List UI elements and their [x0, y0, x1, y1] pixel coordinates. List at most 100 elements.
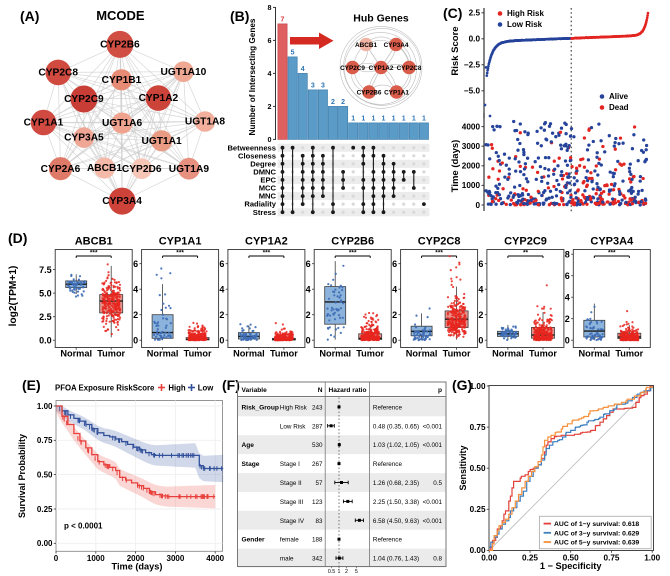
svg-text:Number of Intersecting Genes: Number of Intersecting Genes — [248, 18, 257, 135]
svg-text:0.50: 0.50 — [563, 554, 579, 563]
svg-text:0: 0 — [133, 335, 138, 345]
svg-text:−2.5: −2.5 — [464, 61, 481, 70]
svg-text:8: 8 — [565, 249, 570, 259]
svg-text:AUC of 3−y survival: 0.629: AUC of 3−y survival: 0.629 — [554, 530, 639, 537]
svg-text:CYP2C9: CYP2C9 — [64, 94, 104, 105]
svg-text:1: 1 — [422, 115, 426, 122]
svg-text:UGT1A8: UGT1A8 — [185, 117, 226, 128]
svg-text:83: 83 — [315, 518, 323, 525]
svg-text:57: 57 — [315, 480, 323, 487]
svg-text:UGT1A10: UGT1A10 — [160, 67, 206, 78]
svg-text:CYP1A2: CYP1A2 — [139, 93, 179, 104]
svg-text:***: *** — [176, 250, 184, 257]
svg-text:Low: Low — [198, 384, 215, 393]
svg-text:Tumor: Tumor — [529, 349, 557, 359]
svg-text:6: 6 — [306, 259, 311, 269]
svg-text:Closeness: Closeness — [238, 151, 276, 160]
svg-text:2: 2 — [268, 102, 272, 111]
svg-text:1: 1 — [402, 115, 406, 122]
svg-text:Normal: Normal — [578, 349, 610, 359]
svg-text:Reference: Reference — [373, 537, 403, 544]
svg-text:Tumor: Tumor — [356, 349, 384, 359]
svg-text:CYP2C8: CYP2C8 — [397, 65, 422, 72]
svg-text:6: 6 — [219, 259, 224, 269]
svg-text:8: 8 — [268, 3, 272, 12]
svg-text:Stage I: Stage I — [280, 461, 300, 468]
svg-text:Tumor: Tumor — [184, 349, 212, 359]
svg-text:0: 0 — [392, 335, 397, 345]
svg-text:Stage IV: Stage IV — [280, 518, 305, 525]
svg-text:6: 6 — [268, 36, 272, 45]
svg-text:0.8: 0.8 — [433, 556, 442, 563]
svg-text:***: *** — [90, 250, 98, 257]
svg-text:1.00: 1.00 — [470, 382, 486, 391]
svg-text:6.58 (4.50, 9.63): 6.58 (4.50, 9.63) — [373, 518, 419, 525]
svg-text:(F): (F) — [222, 377, 240, 393]
svg-text:Time (days): Time (days) — [112, 562, 163, 572]
svg-text:0: 0 — [478, 335, 483, 345]
svg-text:0: 0 — [306, 335, 311, 345]
svg-text:3000: 3000 — [462, 142, 481, 151]
svg-text:Reference: Reference — [373, 404, 403, 411]
svg-text:Risk_Group: Risk_Group — [242, 404, 279, 411]
svg-text:DMNC: DMNC — [253, 168, 276, 177]
svg-text:1.04 (0.76, 1.43): 1.04 (0.76, 1.43) — [373, 556, 419, 563]
svg-text:0.00: 0.00 — [481, 554, 497, 563]
svg-text:Tumor: Tumor — [270, 349, 298, 359]
svg-text:<0.001: <0.001 — [423, 442, 443, 449]
svg-text:Variable: Variable — [242, 387, 268, 394]
svg-text:CYP3A4: CYP3A4 — [384, 42, 409, 49]
svg-text:Stage: Stage — [242, 461, 260, 468]
svg-text:0: 0 — [475, 201, 480, 210]
svg-text:***: *** — [608, 250, 616, 257]
svg-text:0.75: 0.75 — [37, 436, 53, 445]
svg-text:4: 4 — [306, 284, 311, 294]
svg-text:0.25: 0.25 — [470, 505, 486, 514]
svg-text:4: 4 — [392, 284, 397, 294]
svg-text:CYP1A1: CYP1A1 — [159, 236, 202, 248]
svg-text:p: p — [438, 387, 442, 394]
svg-text:267: 267 — [312, 461, 323, 468]
svg-text:−5.0: −5.0 — [464, 87, 481, 96]
svg-text:2: 2 — [345, 569, 348, 575]
svg-text:Normal: Normal — [147, 349, 179, 359]
svg-text:High Risk: High Risk — [280, 404, 308, 411]
svg-text:2: 2 — [219, 310, 224, 320]
svg-text:7: 7 — [281, 16, 285, 23]
svg-text:1 − Specificity: 1 − Specificity — [540, 561, 602, 571]
svg-text:2.5: 2.5 — [469, 9, 481, 18]
svg-text:2: 2 — [565, 314, 570, 324]
svg-text:342: 342 — [312, 556, 323, 563]
svg-text:4000: 4000 — [462, 122, 481, 131]
svg-text:Normal: Normal — [60, 349, 92, 359]
svg-text:4000: 4000 — [206, 554, 224, 563]
svg-text:0.48 (0.35, 0.65): 0.48 (0.35, 0.65) — [373, 423, 419, 430]
svg-text:5: 5 — [291, 49, 295, 56]
svg-text:p < 0.0001: p < 0.0001 — [64, 522, 103, 531]
svg-text:1: 1 — [371, 115, 375, 122]
svg-text:(A): (A) — [20, 8, 39, 24]
svg-text:Hub Genes: Hub Genes — [353, 13, 409, 25]
svg-text:1: 1 — [412, 115, 416, 122]
svg-text:1.03 (1.02, 1.05): 1.03 (1.02, 1.05) — [373, 442, 419, 449]
svg-text:0.5: 0.5 — [433, 480, 442, 487]
svg-text:2: 2 — [478, 310, 483, 320]
svg-text:1.00: 1.00 — [37, 402, 53, 411]
svg-text:0: 0 — [565, 335, 570, 345]
svg-text:CYP2B6: CYP2B6 — [100, 40, 140, 51]
svg-text:ABCB1: ABCB1 — [87, 163, 122, 174]
svg-text:**: ** — [523, 250, 529, 257]
svg-text:4: 4 — [478, 284, 483, 294]
svg-text:243: 243 — [312, 404, 323, 411]
svg-text:4: 4 — [565, 292, 570, 302]
svg-text:Stage II: Stage II — [280, 480, 302, 487]
svg-text:<0.001: <0.001 — [423, 499, 443, 506]
svg-text:287: 287 — [312, 423, 323, 430]
svg-text:3: 3 — [311, 82, 315, 89]
svg-text:N: N — [318, 387, 323, 394]
svg-text:5: 5 — [355, 569, 358, 575]
svg-text:4: 4 — [219, 284, 224, 294]
svg-text:CYP1A1: CYP1A1 — [24, 118, 64, 129]
svg-text:6: 6 — [478, 259, 483, 269]
svg-text:0: 0 — [268, 135, 272, 144]
